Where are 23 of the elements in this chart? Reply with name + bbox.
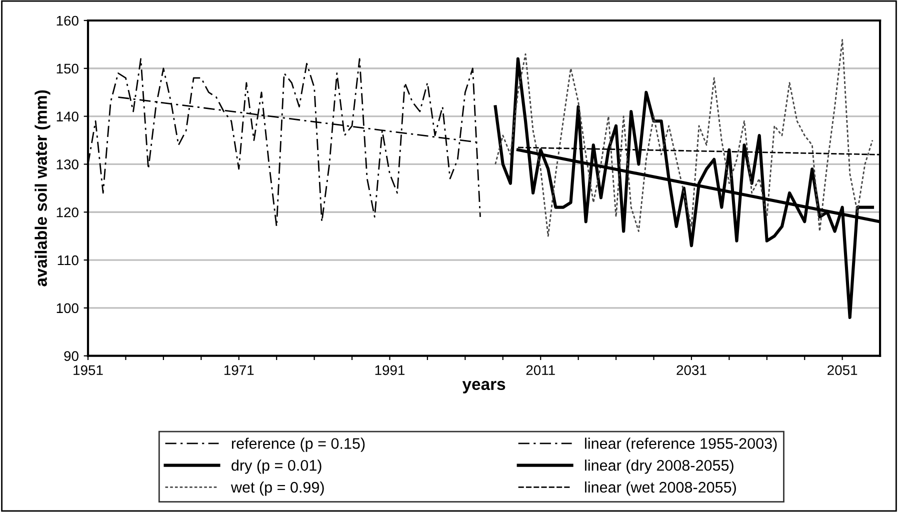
y-tick-label: 120: [56, 207, 78, 218]
y-tick-label: 110: [58, 255, 78, 266]
y-tick-label: 160: [56, 16, 78, 26]
x-tick-label: 1971: [224, 365, 254, 376]
legend-label: reference (p = 0.15): [232, 438, 365, 452]
legend-label: wet (p = 0.99): [230, 481, 324, 496]
y-tick-label: 90: [64, 351, 78, 362]
x-tick-label: 2011: [526, 365, 555, 376]
x-axis-title: years: [462, 380, 506, 394]
legend-label: linear (dry 2008-2055): [585, 460, 734, 474]
y-tick-label: 130: [56, 160, 78, 170]
legend-label: linear (reference 1955-2003): [585, 438, 777, 452]
y-tick-label: 100: [56, 303, 78, 314]
line-series: [494, 38, 874, 237]
x-tick-label: 1951: [74, 365, 103, 376]
x-tick-label: 2031: [676, 365, 706, 376]
x-tick-label: 1991: [375, 365, 405, 376]
legend-label: dry (p = 0.01): [232, 460, 322, 474]
y-tick-label: 150: [56, 64, 78, 74]
legend-label: linear (wet 2008-2055): [585, 481, 736, 496]
x-tick-label: 2051: [828, 365, 858, 376]
y-tick-label: 140: [56, 112, 78, 122]
y-axis-title: available soil water (mm): [34, 90, 50, 286]
